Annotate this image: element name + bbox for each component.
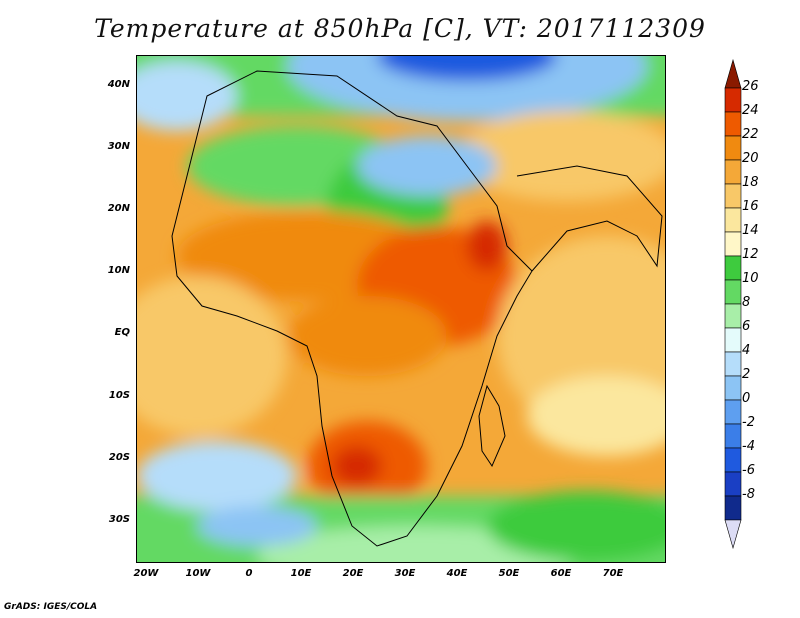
grads-credit: GrADS: IGES/COLA — [4, 602, 98, 612]
colorbar-swatch — [724, 375, 742, 401]
colorbar-label: 6 — [742, 319, 751, 334]
lat-tick: EQ — [114, 327, 130, 338]
colorbar-swatch — [724, 111, 742, 137]
colorbar-swatch — [724, 231, 742, 257]
lat-tick: 10N — [107, 265, 130, 276]
colorbar-swatch — [724, 447, 742, 473]
colorbar-swatch — [724, 159, 742, 185]
lon-tick: 50E — [498, 568, 520, 579]
colorbar-swatch — [724, 423, 742, 449]
colorbar-label: 26 — [742, 79, 759, 94]
colorbar-label: -6 — [742, 463, 755, 478]
colorbar-swatch — [724, 87, 742, 113]
lon-tick: 40E — [446, 568, 468, 579]
colorbar-min-arrow — [724, 519, 742, 550]
colorbar-label: -2 — [742, 415, 755, 430]
colorbar-label: -8 — [742, 487, 755, 502]
lat-tick: 20S — [108, 452, 130, 463]
colorbar-swatch — [724, 495, 742, 521]
lon-tick: 10W — [185, 568, 211, 579]
temperature-field — [137, 56, 665, 562]
lon-tick: 10E — [290, 568, 312, 579]
lat-tick: 20N — [107, 203, 130, 214]
lat-tick: 30S — [108, 514, 130, 525]
colorbar-label: 20 — [742, 151, 759, 166]
colorbar-swatch — [724, 303, 742, 329]
lon-tick: 30E — [394, 568, 416, 579]
colorbar-label: 2 — [742, 367, 751, 382]
lon-tick: 20E — [342, 568, 364, 579]
colorbar-label: 14 — [742, 223, 759, 238]
colorbar-max-arrow — [724, 58, 742, 89]
colorbar-swatch — [724, 351, 742, 377]
colorbar-swatch — [724, 279, 742, 305]
colorbar-label: 22 — [742, 127, 759, 142]
colorbar-swatch — [724, 255, 742, 281]
colorbar — [724, 58, 742, 550]
lon-tick: 20W — [133, 568, 159, 579]
colorbar-label: 16 — [742, 199, 759, 214]
lat-tick: 30N — [107, 141, 130, 152]
colorbar-label: 0 — [742, 391, 751, 406]
lon-tick: 60E — [550, 568, 572, 579]
colorbar-swatch — [724, 399, 742, 425]
colorbar-swatch — [724, 207, 742, 233]
colorbar-swatch — [724, 471, 742, 497]
lon-tick: 0 — [245, 568, 253, 579]
colorbar-label: 10 — [742, 271, 759, 286]
map-title: Temperature at 850hPa [C], VT: 201711230… — [94, 14, 706, 43]
colorbar-swatch — [724, 327, 742, 353]
colorbar-label: 24 — [742, 103, 759, 118]
colorbar-swatch — [724, 135, 742, 161]
colorbar-label: 18 — [742, 175, 759, 190]
coastline-outline — [171, 70, 663, 547]
colorbar-swatch — [724, 183, 742, 209]
colorbar-label: 12 — [742, 247, 759, 262]
lat-tick: 40N — [107, 79, 130, 90]
lat-tick: 10S — [108, 390, 130, 401]
colorbar-label: -4 — [742, 439, 755, 454]
colorbar-label: 8 — [742, 295, 751, 310]
temperature-map — [136, 55, 666, 563]
lon-tick: 70E — [602, 568, 624, 579]
colorbar-label: 4 — [742, 343, 751, 358]
